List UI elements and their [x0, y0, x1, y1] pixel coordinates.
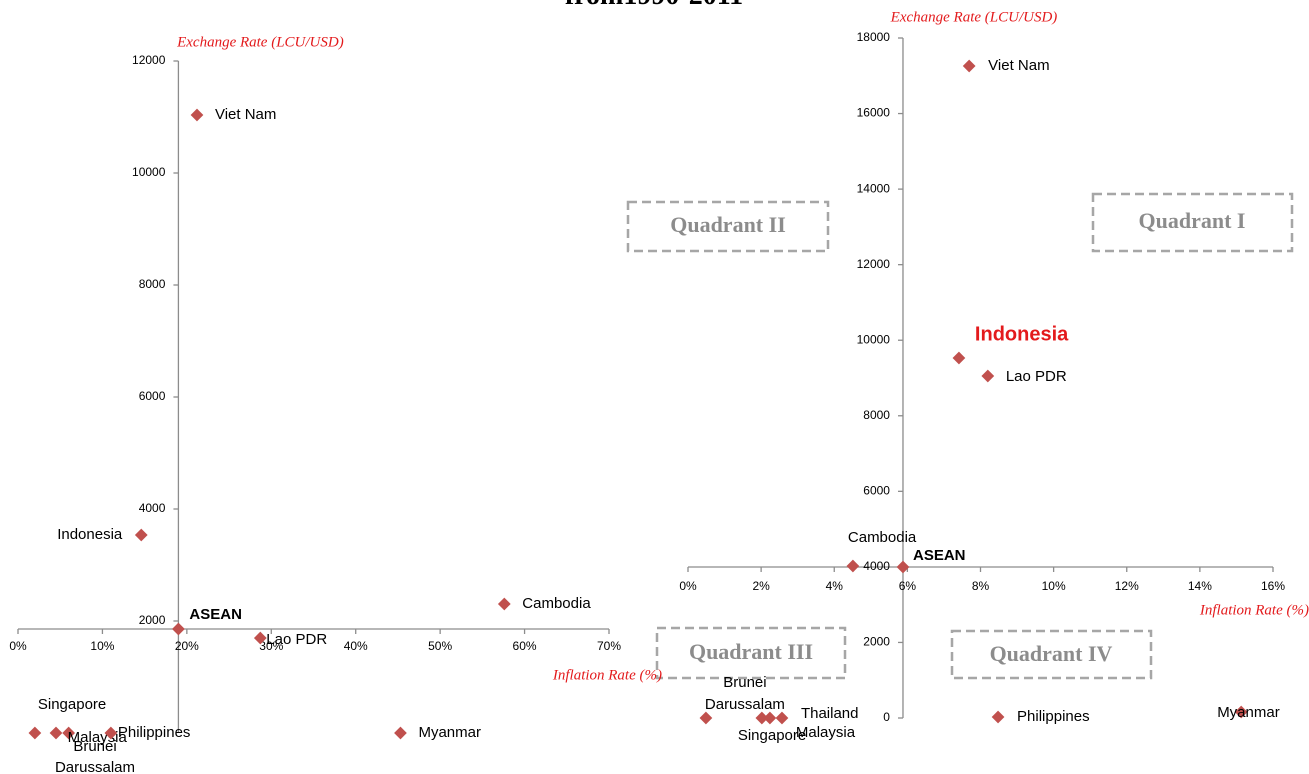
chart-title: from1990-2011 — [565, 0, 743, 11]
x-tick-label: 14% — [1188, 579, 1212, 593]
y-tick-label: 8000 — [139, 277, 166, 291]
point-label: ASEAN — [913, 547, 966, 564]
point — [981, 369, 995, 383]
point-label: Brunei Darussalam — [55, 738, 135, 774]
point — [172, 622, 185, 636]
point-label: Viet Nam — [988, 57, 1049, 74]
quadrant-label: Quadrant IV — [990, 641, 1113, 666]
point-label: Philippines — [1017, 708, 1090, 725]
x-tick-label: 0% — [9, 639, 27, 653]
quadrant-label: Quadrant III — [689, 639, 813, 664]
y-tick-label: 12000 — [132, 53, 166, 67]
y-tick-label: 10000 — [132, 165, 166, 179]
x-axis-title: Inflation Rate (%) — [552, 667, 662, 683]
y-tick-label: 2000 — [139, 613, 166, 627]
point — [190, 108, 204, 122]
y-axis-title: Exchange Rate (LCU/USD) — [176, 34, 344, 50]
point — [775, 711, 789, 725]
y-tick-label: 4000 — [139, 501, 166, 515]
point-label: Viet Nam — [215, 106, 276, 123]
point-label: Singapore — [738, 727, 806, 744]
point-label: Brunei Darussalam — [705, 674, 785, 713]
y-tick-label: 18000 — [857, 30, 891, 44]
point-label: Indonesia — [57, 526, 123, 543]
x-tick-label: 10% — [90, 639, 114, 653]
point — [962, 59, 976, 73]
x-tick-label: 50% — [428, 639, 452, 653]
y-tick-label: 2000 — [863, 635, 890, 649]
point-label: Malaysia — [796, 724, 856, 741]
x-tick-label: 6% — [899, 579, 917, 593]
x-tick-label: 70% — [597, 639, 621, 653]
x-axis-title: Inflation Rate (%) — [1199, 602, 1309, 618]
x-tick-label: 12% — [1115, 579, 1139, 593]
point — [497, 597, 511, 611]
x-tick-label: 2% — [752, 579, 770, 593]
quadrant-label: Quadrant I — [1139, 208, 1246, 233]
point-label: Myanmar — [1217, 704, 1280, 721]
x-tick-label: 16% — [1261, 579, 1285, 593]
point — [699, 711, 713, 725]
x-tick-label: 30% — [259, 639, 283, 653]
y-axis-title: Exchange Rate (LCU/USD) — [890, 9, 1058, 25]
point — [49, 726, 63, 740]
point — [846, 559, 860, 573]
point-label: Lao PDR — [1006, 368, 1067, 385]
x-tick-label: 60% — [513, 639, 537, 653]
point-label: Lao PDR — [266, 631, 327, 648]
y-tick-label: 10000 — [857, 332, 891, 346]
y-tick-label: 16000 — [857, 106, 891, 120]
point — [952, 351, 966, 365]
x-tick-label: 8% — [972, 579, 990, 593]
point-label: Cambodia — [522, 595, 591, 612]
point-label: ASEAN — [189, 606, 242, 623]
point-label: Indonesia — [975, 323, 1069, 345]
quadrant-box — [1091, 192, 1294, 253]
quadrant-label: Quadrant II — [670, 212, 786, 237]
y-tick-label: 6000 — [139, 389, 166, 403]
point — [991, 710, 1005, 724]
point — [763, 711, 777, 725]
point — [134, 528, 148, 542]
point — [394, 726, 407, 740]
point-label: Myanmar — [418, 724, 481, 741]
x-tick-label: 0% — [679, 579, 697, 593]
point-label: Singapore — [38, 696, 106, 713]
quadrant-box — [950, 629, 1153, 680]
point-label: Thailand — [801, 705, 859, 722]
quadrant-box — [626, 200, 830, 253]
x-tick-label: 40% — [344, 639, 368, 653]
quadrant-box — [655, 626, 847, 680]
y-tick-label: 6000 — [863, 484, 890, 498]
y-tick-label: 0 — [883, 710, 890, 724]
x-tick-label: 10% — [1042, 579, 1066, 593]
x-tick-label: 20% — [175, 639, 199, 653]
point-label: Cambodia — [848, 529, 917, 546]
point-label: Philippines — [118, 724, 191, 741]
y-tick-label: 4000 — [863, 559, 890, 573]
x-tick-label: 4% — [826, 579, 844, 593]
y-tick-label: 14000 — [857, 181, 891, 195]
y-tick-label: 12000 — [857, 257, 891, 271]
point — [28, 726, 42, 740]
y-tick-label: 8000 — [863, 408, 890, 422]
